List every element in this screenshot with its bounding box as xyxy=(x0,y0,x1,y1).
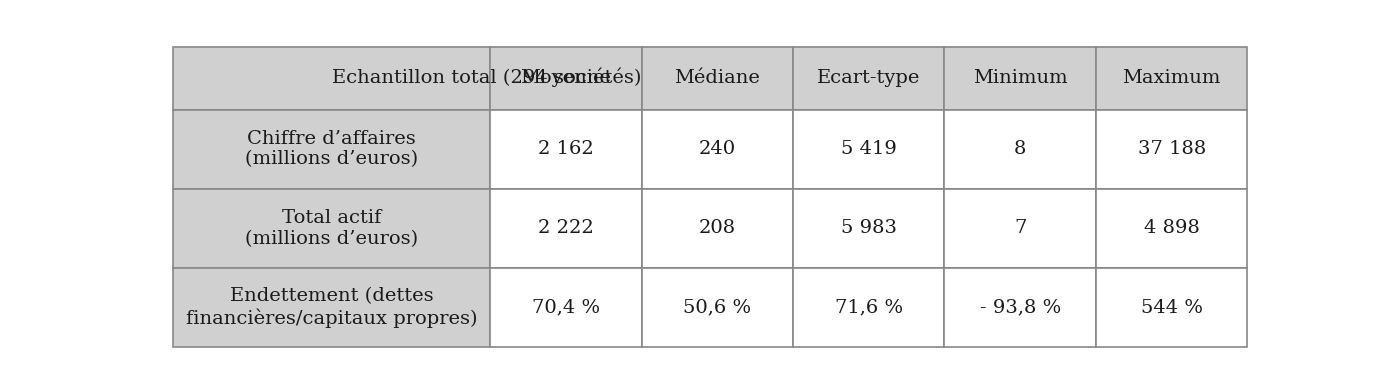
Text: 544 %: 544 % xyxy=(1141,298,1203,317)
Bar xyxy=(793,189,944,268)
Bar xyxy=(793,268,944,347)
Bar xyxy=(1096,110,1247,189)
Bar xyxy=(944,189,1096,268)
Bar xyxy=(491,189,642,268)
Text: 5 419: 5 419 xyxy=(841,140,897,158)
Text: 208: 208 xyxy=(699,219,736,238)
Text: Moyenne: Moyenne xyxy=(520,69,611,87)
Text: 71,6 %: 71,6 % xyxy=(834,298,902,317)
Bar xyxy=(793,110,944,189)
Text: Chiffre d’affaires
(millions d’euros): Chiffre d’affaires (millions d’euros) xyxy=(245,130,419,168)
Bar xyxy=(642,47,793,110)
Text: 4 898: 4 898 xyxy=(1143,219,1200,238)
Text: Echantillon total (294 sociétés): Echantillon total (294 sociétés) xyxy=(331,69,642,87)
Bar xyxy=(1096,189,1247,268)
Bar xyxy=(173,110,491,189)
Bar xyxy=(1096,268,1247,347)
Bar xyxy=(173,47,491,110)
Text: Minimum: Minimum xyxy=(973,69,1067,87)
Text: 2 162: 2 162 xyxy=(538,140,593,158)
Text: Endettement (dettes
financières/capitaux propres): Endettement (dettes financières/capitaux… xyxy=(186,287,477,328)
Bar xyxy=(173,189,491,268)
Bar xyxy=(491,110,642,189)
Bar xyxy=(642,189,793,268)
Bar xyxy=(642,268,793,347)
Bar xyxy=(944,268,1096,347)
Text: 7: 7 xyxy=(1015,219,1027,238)
Text: 5 983: 5 983 xyxy=(841,219,897,238)
Bar xyxy=(491,268,642,347)
Text: 2 222: 2 222 xyxy=(538,219,593,238)
Text: 70,4 %: 70,4 % xyxy=(532,298,600,317)
Bar xyxy=(173,268,491,347)
Text: 50,6 %: 50,6 % xyxy=(683,298,751,317)
Text: Ecart-type: Ecart-type xyxy=(818,69,920,87)
Bar xyxy=(793,47,944,110)
Bar xyxy=(642,110,793,189)
Text: Total actif
(millions d’euros): Total actif (millions d’euros) xyxy=(245,209,419,248)
Text: Maximum: Maximum xyxy=(1123,69,1221,87)
Bar xyxy=(944,47,1096,110)
Bar xyxy=(944,110,1096,189)
Text: - 93,8 %: - 93,8 % xyxy=(980,298,1060,317)
Text: 240: 240 xyxy=(699,140,736,158)
Text: 37 188: 37 188 xyxy=(1138,140,1206,158)
Text: 8: 8 xyxy=(1015,140,1027,158)
Bar xyxy=(491,47,642,110)
Bar xyxy=(1096,47,1247,110)
Text: Médiane: Médiane xyxy=(675,69,761,87)
